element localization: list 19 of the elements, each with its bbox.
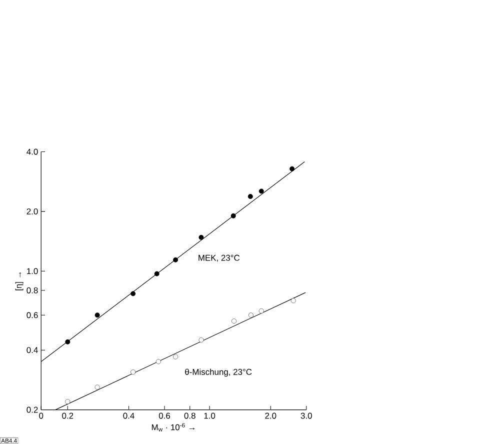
x-tick-label: 0.8 <box>184 412 196 419</box>
series-label: MEK, 23°C <box>198 254 240 262</box>
x-tick-label: 0.4 <box>123 412 134 419</box>
series-label: θ-Mischung, 23°C <box>185 368 252 377</box>
x-tick-label: 0 <box>39 412 44 419</box>
y-tick-label: 2.0 <box>26 208 38 214</box>
y-tick-label: 0.2 <box>26 406 38 413</box>
x-axis-title: M$_{w}$ · 10$^{-6}$ → <box>152 423 195 432</box>
x-tick-label: 0.6 <box>158 412 170 419</box>
y-tick-label: 0.8 <box>26 287 38 294</box>
y-tick-label: 0.4 <box>26 347 38 354</box>
y-tick-label: 4.0 <box>26 148 38 155</box>
x-tick-label: 2.0 <box>265 412 276 419</box>
y-axis-title: [η] → <box>15 272 24 290</box>
y-tick-label: 0.6 <box>26 312 38 318</box>
x-tick-label: 1.0 <box>204 412 216 419</box>
y-tick-label: 1.0 <box>27 268 38 274</box>
x-tick-label: 0.2 <box>62 412 74 419</box>
x-tick-label: 3.0 <box>300 412 312 419</box>
